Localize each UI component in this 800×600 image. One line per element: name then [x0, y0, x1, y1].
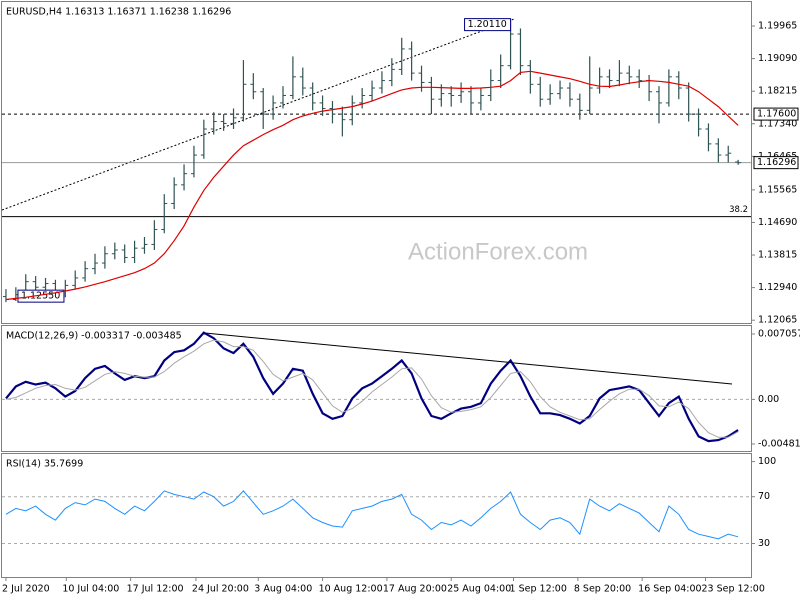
x-tick-label: 3 Aug 04:00 [254, 584, 312, 595]
rsi-panel [1, 453, 752, 578]
watermark: ActionForex.com [408, 238, 588, 265]
annotation-label: 1.12550 [21, 291, 60, 302]
series-line [5, 331, 739, 443]
level-label: 1.16296 [757, 157, 796, 168]
price-panel [1, 1, 752, 324]
trend-line [1, 18, 515, 211]
y-tick-label: 1.12940 [758, 282, 797, 293]
x-tick-label: 17 Aug 20:00 [383, 584, 447, 595]
x-tick-label: 25 Aug 04:00 [447, 584, 511, 595]
y-tick-label: -0.004818 [758, 438, 800, 449]
x-tick-label: 10 Jul 04:00 [62, 584, 119, 595]
y-tick-label: 1.15565 [758, 184, 797, 195]
y-tick-label: 1.17340 [758, 118, 797, 129]
rsi-title: RSI(14) 35.7699 [6, 459, 83, 470]
y-tick-label: 100 [758, 456, 776, 467]
y-tick-label: 0.00 [758, 394, 779, 405]
macd-title: MACD(12,26,9) -0.003317 -0.003485 [6, 331, 182, 342]
series-line [5, 490, 739, 540]
x-tick-label: 16 Sep 04:00 [638, 584, 701, 595]
series-line [5, 339, 739, 438]
x-tick-label: 24 Jul 20:00 [192, 584, 249, 595]
annotation-box [464, 18, 512, 32]
annotation-label: 1.20110 [468, 19, 507, 30]
level-label: 38.2 [729, 205, 748, 215]
price-title: EURUSD,H4 1.16313 1.16371 1.16238 1.1629… [6, 7, 231, 18]
y-tick-label: 1.18215 [758, 86, 797, 97]
y-tick-label: 1.14690 [758, 217, 797, 228]
series-line [5, 70, 739, 301]
macd-trend-line [204, 332, 733, 385]
y-tick-label: 0.007057 [758, 329, 800, 340]
x-tick-label: 8 Sep 20:00 [574, 584, 631, 595]
x-tick-label: 1 Sep 12:00 [510, 584, 567, 595]
x-tick-label: 23 Sep 12:00 [701, 584, 764, 595]
level-box [753, 107, 799, 121]
level-box [753, 156, 799, 170]
macd-panel [1, 325, 752, 452]
y-tick-label: 1.12065 [758, 315, 797, 326]
y-tick-label: 1.19090 [758, 53, 797, 64]
level-label: 1.17600 [757, 109, 796, 120]
x-tick-label: 17 Jul 12:00 [127, 584, 184, 595]
x-tick-label: 2 Jul 2020 [2, 584, 50, 595]
y-tick-label: 1.13815 [758, 250, 797, 261]
y-tick-label: 1.19965 [758, 21, 797, 32]
y-tick-label: 70 [758, 491, 770, 502]
x-tick-label: 10 Aug 12:00 [319, 584, 383, 595]
y-tick-label: 30 [758, 538, 770, 549]
